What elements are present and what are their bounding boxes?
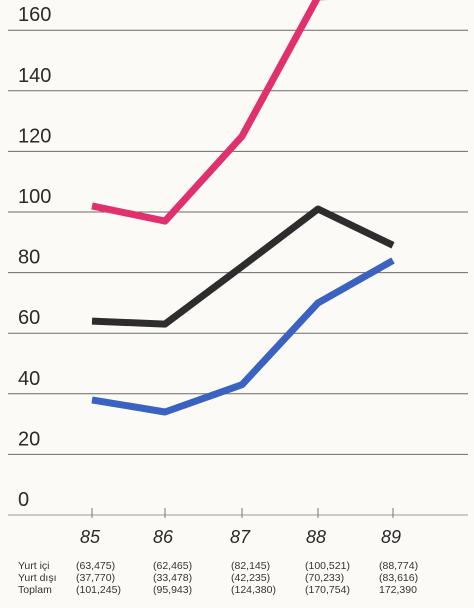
- table-cell: 172,390: [379, 584, 417, 596]
- x-tick-label: 88: [306, 527, 326, 547]
- y-tick-label: 120: [18, 125, 51, 147]
- y-tick-label: 20: [18, 428, 40, 450]
- y-tick-label: 60: [18, 307, 40, 329]
- x-tick-label: 89: [381, 527, 401, 547]
- y-tick-label: 40: [18, 368, 40, 390]
- y-tick-label: 0: [18, 489, 29, 511]
- series-line-1: [91, 0, 328, 225]
- table-cell: (63,475): [76, 560, 115, 572]
- data-table: Yurt içi (63,475) (62,465) (82,145) (100,521…: [18, 560, 418, 596]
- y-tick-label: 160: [18, 4, 51, 26]
- y-tick-label: 140: [18, 65, 51, 87]
- x-tick-label: 86: [153, 527, 174, 547]
- table-cell: (101,245): [76, 584, 121, 596]
- series-layer: [91, 0, 395, 416]
- series-line-2: [91, 205, 395, 328]
- x-tick-label: 87: [230, 527, 251, 547]
- table-cell: (100,521): [305, 560, 350, 572]
- table-cell: (170,754): [305, 584, 350, 596]
- grid-layer: [8, 29, 468, 518]
- table-cell: (62,465): [153, 560, 192, 572]
- x-tick-labels: 85 86 87 88 89: [80, 527, 401, 547]
- table-cell: (37,770): [76, 572, 115, 584]
- y-tick-label: 80: [18, 247, 40, 269]
- table-cell: (42,235): [231, 572, 270, 584]
- table-cell: (95,943): [153, 584, 192, 596]
- table-cell: (88,774): [379, 560, 418, 572]
- table-cell: (124,380): [231, 584, 276, 596]
- table-cell: (33,478): [153, 572, 192, 584]
- table-row-label: Yurt içi: [18, 560, 50, 572]
- table-cell: (70,233): [305, 572, 344, 584]
- y-tick-labels: 0 20 40 60 80 100 120 140 160: [18, 4, 51, 511]
- table-cell: (83,616): [379, 572, 418, 584]
- table-row-label: Toplam: [18, 584, 52, 596]
- table-row-label: Yurt dışı: [18, 572, 57, 584]
- y-tick-label: 100: [18, 186, 51, 208]
- series-line-3: [91, 257, 395, 416]
- table-cell: (82,145): [231, 560, 270, 572]
- x-tick-label: 85: [80, 527, 101, 547]
